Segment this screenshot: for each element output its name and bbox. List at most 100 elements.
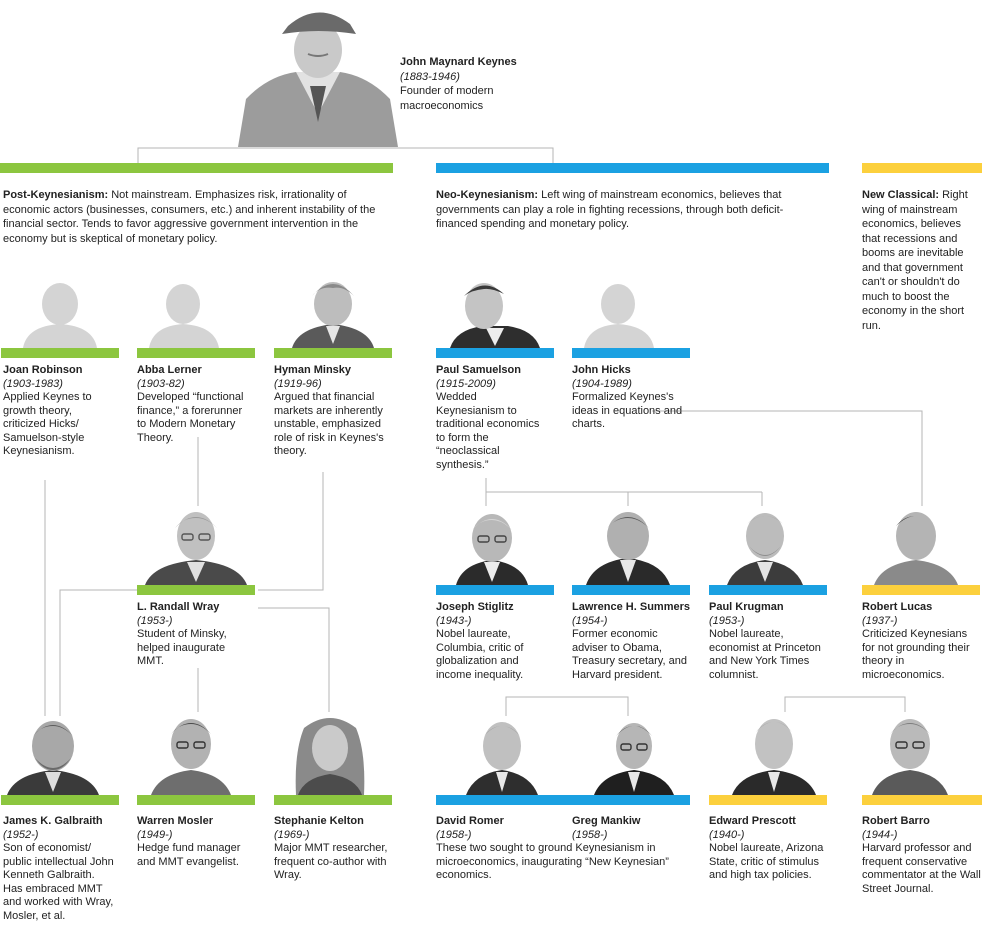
portrait-krugman-icon [727,513,803,585]
stiglitz-card: Joseph Stiglitz (1943-) Nobel laureate, … [436,601,548,682]
wray-card: L. Randall Wray (1953-) Student of Minsk… [137,601,249,669]
wray-bar [137,585,255,595]
minsky-photo [274,278,392,348]
post-keynesian-text: Not mainstream. Emphasizes risk, irratio… [3,189,376,245]
minsky-years: (1919-96) [274,377,322,390]
mosler-name: Warren Mosler [137,815,214,827]
connector-wray-kelton [258,607,330,712]
new-classical-title: New Classical: [862,189,940,201]
mosler-card: Warren Mosler (1949-) Hedge fund manager… [137,815,249,869]
robinson-name: Joan Robinson [3,364,83,376]
portrait-summers-icon [586,512,670,585]
stiglitz-bar [436,585,554,595]
galbraith-card: James K. Galbraith (1952-) Son of econom… [3,815,115,923]
prescott-bar [709,795,827,805]
lucas-bar [862,585,980,595]
keynes-name: John Maynard Keynes [400,56,517,68]
hicks-years: (1904-1989) [572,377,632,390]
kelton-years: (1969-) [274,828,310,841]
post-keynesian-bar [0,163,393,173]
minsky-card: Hyman Minsky (1919-96) Argued that finan… [274,364,386,459]
samuelson-name: Paul Samuelson [436,364,521,376]
connector-keynes-post [137,147,554,163]
barro-bar [862,795,982,805]
stiglitz-years: (1943-) [436,614,472,627]
prescott-name: Edward Prescott [709,815,796,827]
mosler-years: (1949-) [137,828,173,841]
robinson-bar [1,348,119,358]
connector-hicks-lucas [652,410,923,506]
portrait-galbraith-icon [7,721,99,795]
robinson-photo [1,282,119,348]
hicks-bar [572,348,690,358]
new-classical-description: New Classical: Right wing of mainstream … [862,188,980,333]
summers-photo [572,506,690,585]
romer-name: David Romer [436,815,504,827]
lerner-description: Developed “functional finance,” a foreru… [137,391,244,444]
mosler-photo [137,712,255,795]
neo-keynesian-description: Neo-Keynesianism: Left wing of mainstrea… [436,188,821,232]
stiglitz-name: Joseph Stiglitz [436,601,514,613]
keynes-description: Founder of modern macroeconomics [400,85,494,112]
galbraith-photo [1,716,119,795]
lucas-photo [862,506,980,585]
barro-years: (1944-) [862,828,898,841]
kelton-name: Stephanie Kelton [274,815,364,827]
keynes-info: John Maynard Keynes (1883-1946) Founder … [400,55,517,113]
neo-keynesian-text: Left wing of mainstream economics, belie… [436,189,784,230]
samuelson-card: Paul Samuelson (1915-2009) Wedded Keynes… [436,364,548,472]
samuelson-years: (1915-2009) [436,377,496,390]
portrait-mosler-icon [151,719,231,795]
portrait-stiglitz-icon [456,514,528,585]
prescott-years: (1940-) [709,828,745,841]
portrait-wray-icon [145,512,247,585]
mosler-description: Hedge fund manager and MMT evangelist. [137,842,241,868]
portrait-kelton-icon [295,718,365,795]
minsky-bar [274,348,392,358]
lerner-photo [137,282,255,348]
krugman-name: Paul Krugman [709,601,784,613]
summers-bar [572,585,690,595]
robinson-card: Joan Robinson (1903-1983) Applied Keynes… [3,364,115,459]
barro-photo [862,712,980,795]
portrait-keynes-icon [238,12,398,147]
connector-minsky-wray [258,472,324,591]
krugman-photo [709,506,827,585]
silhouette-icon [584,284,654,348]
lucas-card: Robert Lucas (1937-) Criticized Keynesia… [862,601,980,682]
lerner-name: Abba Lerner [137,364,202,376]
samuelson-description: Wedded Keynesianism to traditional econo… [436,391,540,471]
romer-card: David Romer (1958-) These two sought to … [436,815,676,883]
galbraith-name: James K. Galbraith [3,815,103,827]
lucas-description: Criticized Keynesians for not grounding … [862,628,970,681]
wray-years: (1953-) [137,614,173,627]
kelton-bar [274,795,392,805]
minsky-name: Hyman Minsky [274,364,352,376]
lerner-card: Abba Lerner (1903-82) Developed “functio… [137,364,252,445]
lucas-years: (1937-) [862,614,898,627]
stiglitz-photo [436,506,554,585]
samuelson-photo [436,278,554,348]
portrait-prescott-icon [732,719,816,795]
mosler-bar [137,795,255,805]
galbraith-description: Son of economist/ public intellectual Jo… [3,842,114,922]
hicks-photo [572,282,690,348]
portrait-barro-icon [872,719,948,795]
lerner-years: (1903-82) [137,377,185,390]
neo-keynesian-bar [436,163,829,173]
mankiw-name: Greg Mankiw [572,815,641,827]
neo-keynesian-title: Neo-Keynesianism: [436,189,539,201]
hicks-name: John Hicks [572,364,631,376]
prescott-card: Edward Prescott (1940-) Nobel laureate, … [709,815,827,883]
krugman-card: Paul Krugman (1953-) Nobel laureate, eco… [709,601,827,682]
keynes-photo [238,4,398,147]
barro-name: Robert Barro [862,815,930,827]
samuelson-bar [436,348,554,358]
mankiw-photo [590,716,690,795]
romer-photo [456,716,556,795]
summers-description: Former economic adviser to Obama, Treasu… [572,628,687,681]
post-keynesian-title: Post-Keynesianism: [3,189,109,201]
connector-wray-galbraith [59,589,137,716]
robinson-years: (1903-1983) [3,377,63,390]
